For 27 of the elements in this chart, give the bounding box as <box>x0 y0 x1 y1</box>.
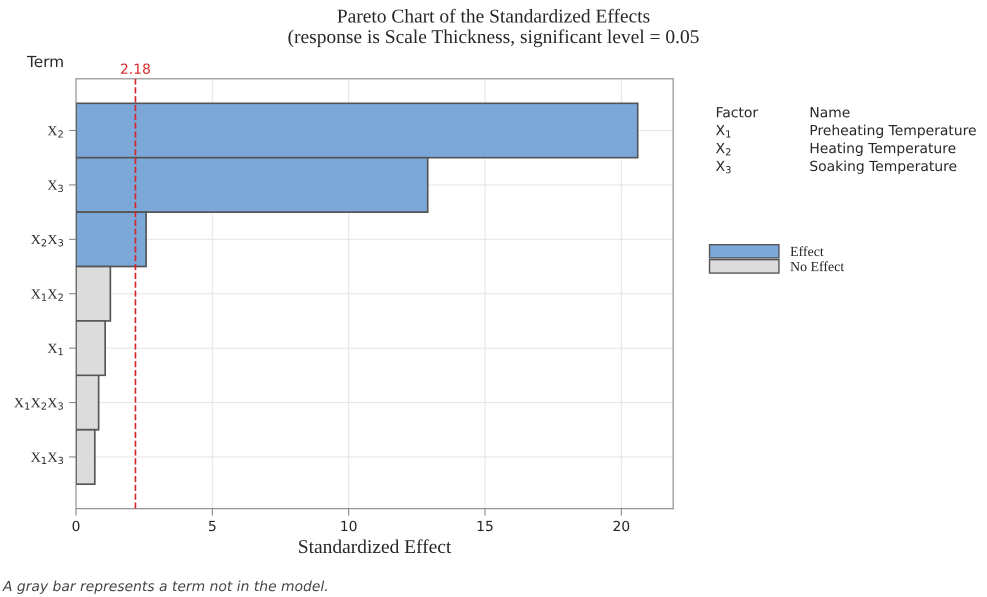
y-tick-label: X$_{1}$X$_{3}$ <box>31 452 64 464</box>
chart-title: Pareto Chart of the Standardized Effects (response is Scale Thickness, significant level = 0.05 <box>288 8 699 48</box>
text: Preheating Temperature <box>810 124 976 138</box>
text: A gray bar represents a term not in the model. <box>2 580 327 594</box>
x-tick-label: 15 <box>478 520 493 532</box>
y-tick-label: X$_{2}$X$_{3}$ <box>31 234 64 246</box>
ref-line-label: 2.18 <box>120 63 150 74</box>
legend-label: No Effect <box>790 261 844 272</box>
text: Heating Temperature <box>810 142 956 156</box>
legend-label: Effect <box>790 246 824 256</box>
x-tick-label: 20 <box>614 520 630 532</box>
x-tick-label: 5 <box>208 520 216 532</box>
y-tick-label: X$_{1}$ <box>48 344 63 356</box>
x-tick-label: 0 <box>72 520 80 532</box>
text: X$_{2}$ <box>716 142 730 156</box>
y-tick-label: X$_{2}$ <box>48 126 63 138</box>
text: X$_{3}$ <box>716 160 731 174</box>
y-tick-label: X$_{1}$X$_{2}$ <box>31 289 63 301</box>
text: Soaking Temperature <box>810 160 956 174</box>
text: Name <box>810 107 850 118</box>
y-tick-label: X$_{3}$ <box>48 180 63 192</box>
y-axis-title: Term <box>26 56 63 68</box>
text: X$_{1}$ <box>716 125 731 138</box>
text: Factor <box>716 107 758 118</box>
x-axis-title: Standardized Effect <box>299 539 452 554</box>
y-tick-label: X$_{1}$X$_{2}$X$_{3}$ <box>14 398 63 410</box>
x-tick-label: 10 <box>341 520 357 532</box>
